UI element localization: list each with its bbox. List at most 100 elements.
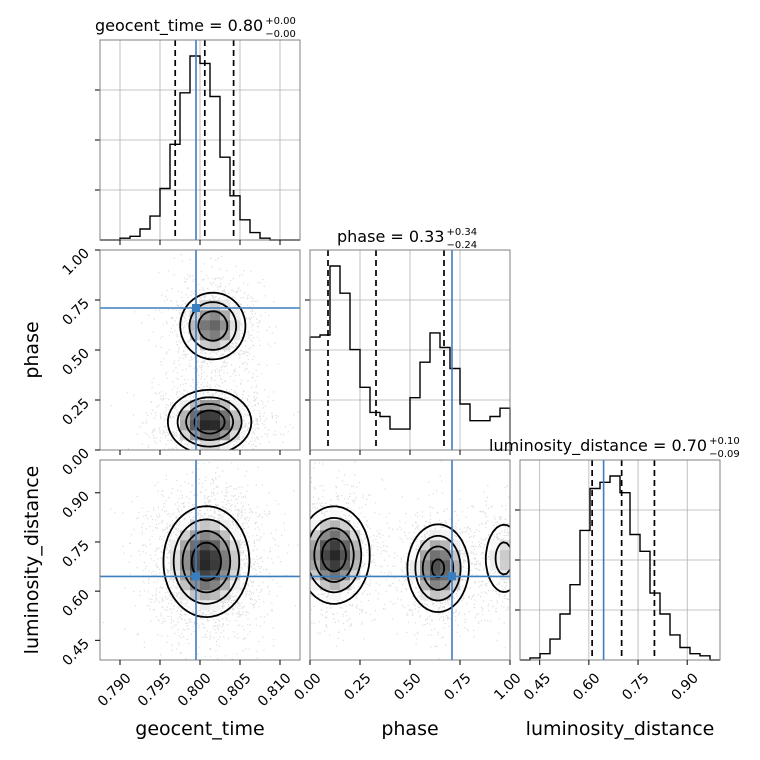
density-bin: [200, 580, 211, 591]
density-bin: [500, 550, 510, 561]
density-bin: [230, 530, 241, 541]
density-bin: [310, 520, 321, 531]
density-bin: [350, 570, 361, 581]
density-bin: [210, 430, 221, 441]
density-bin: [190, 560, 201, 571]
density-bin: [350, 530, 361, 541]
y-tick-label: 0.00: [59, 446, 92, 479]
density-bin: [320, 550, 331, 561]
truth-marker: [192, 572, 200, 581]
contour-line: [172, 518, 241, 605]
density-bin: [310, 580, 321, 591]
density-bin: [200, 540, 211, 551]
density-bin: [220, 420, 231, 431]
density-bin: [190, 540, 201, 551]
density-bin: [190, 550, 201, 561]
density-bin: [220, 540, 231, 551]
density-bin: [170, 560, 181, 571]
x-tick-label: 0.50: [391, 670, 424, 703]
y-tick-label: 0.25: [59, 396, 92, 429]
density-bin: [200, 330, 211, 341]
density-bin: [230, 580, 241, 591]
density-bin: [440, 540, 451, 551]
density-bin: [340, 570, 351, 581]
y-tick-label: 0.50: [59, 346, 92, 379]
density-bin: [330, 590, 341, 601]
density-bin: [330, 520, 341, 531]
density-bin: [170, 550, 181, 561]
density-bin: [190, 320, 201, 331]
density-bin: [190, 340, 201, 351]
histogram-geocent_time: [100, 55, 300, 241]
x-tick-label: 0.90: [668, 670, 701, 703]
density-bin: [450, 540, 461, 551]
density-bin: [330, 510, 341, 521]
density-bin: [330, 560, 341, 571]
density-bin: [350, 540, 361, 551]
density-bin: [220, 400, 231, 411]
density-bin: [200, 520, 211, 531]
density-bin: [190, 410, 201, 421]
density-bin: [200, 430, 211, 441]
title-luminosity_distance-plus: +0.10: [709, 436, 740, 447]
density-bin: [220, 340, 231, 351]
contour-line: [167, 291, 253, 450]
density-bin: [220, 560, 231, 571]
density-bin: [170, 540, 181, 551]
density-bin: [210, 330, 221, 341]
title-luminosity_distance: luminosity_distance = 0.70: [489, 436, 707, 456]
density-bin: [440, 530, 451, 541]
density-bin: [190, 590, 201, 601]
density-bin: [210, 310, 221, 321]
density-bin: [210, 340, 221, 351]
xlabel-geocent_time: geocent_time: [135, 718, 264, 740]
x-tick-label: 0.795: [135, 670, 175, 710]
density-bin: [190, 520, 201, 531]
density-bin: [210, 320, 221, 331]
density-bin: [340, 580, 351, 591]
density-bin: [190, 400, 201, 411]
x-tick-label: 0.60: [570, 670, 603, 703]
density-bin: [200, 420, 211, 431]
density-bin: [440, 590, 451, 601]
density-bin: [200, 410, 211, 421]
density-bin: [190, 330, 201, 341]
y-tick-label: 0.90: [59, 488, 92, 521]
density-bin: [500, 540, 510, 551]
contour-line: [185, 310, 234, 441]
density-bin: [320, 570, 331, 581]
density-bin: [210, 600, 221, 611]
y-tick-label: 0.75: [59, 537, 92, 570]
density-bin: [200, 300, 211, 311]
density-bin: [220, 550, 231, 561]
density-bin: [230, 430, 241, 441]
density-bin: [440, 550, 451, 561]
density-bin: [200, 340, 211, 351]
y-tick-label: 0.45: [59, 636, 92, 669]
density-bin: [190, 310, 201, 321]
density-bin: [210, 520, 221, 531]
density-bin: [200, 590, 211, 601]
density-bin: [330, 530, 341, 541]
y-tick-label: 1.00: [59, 246, 92, 279]
density-bin: [490, 560, 501, 571]
density-bin: [410, 550, 421, 561]
density-bin: [180, 420, 191, 431]
contour-line: [181, 530, 232, 594]
density-bin: [190, 600, 201, 611]
density-bin: [450, 550, 461, 561]
contour-line: [313, 527, 455, 591]
truth-marker: [448, 572, 456, 581]
density-bin: [420, 560, 431, 571]
y-tick-label: 0.75: [59, 296, 92, 329]
xlabel-phase: phase: [381, 718, 438, 740]
x-tick-label: 0.790: [95, 670, 135, 710]
density-bin: [500, 560, 510, 571]
x-tick-label: 0.75: [441, 670, 474, 703]
density-bin: [320, 580, 331, 591]
density-bin: [220, 580, 231, 591]
density-bin: [200, 440, 211, 450]
density-bin: [340, 540, 351, 551]
density-bin: [430, 580, 441, 591]
